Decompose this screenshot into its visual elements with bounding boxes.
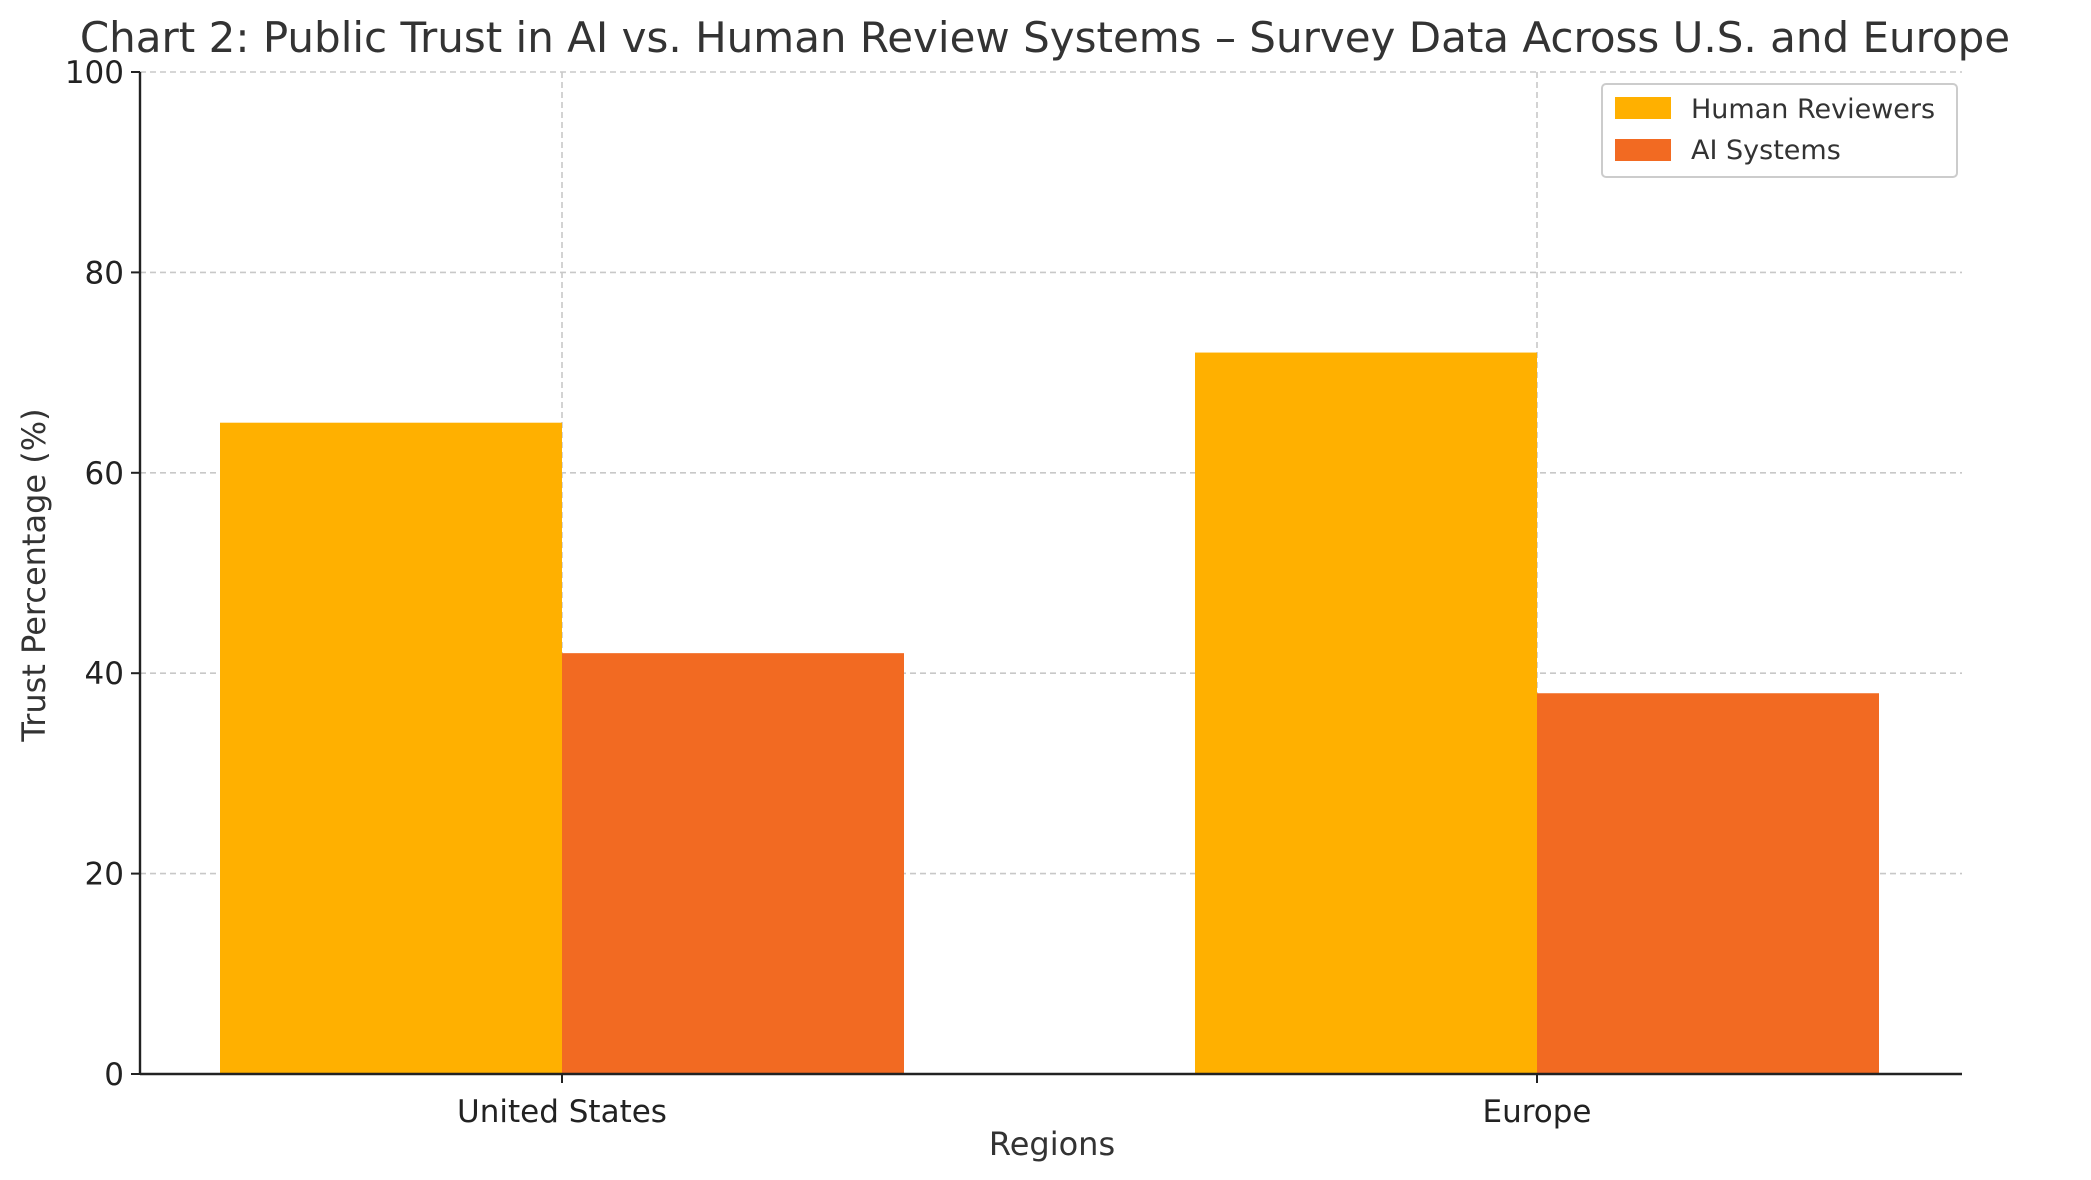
bar-human-reviewers-europe — [1195, 352, 1537, 1074]
legend-swatch-human-reviewers — [1615, 97, 1671, 119]
y-tick-label: 60 — [85, 456, 124, 492]
axes — [131, 71, 1962, 1083]
y-tick-label: 80 — [85, 255, 124, 291]
legend-label-ai-systems: AI Systems — [1691, 135, 1841, 166]
y-tick-label: 20 — [85, 857, 124, 893]
legend-box — [1601, 83, 1958, 178]
y-tick-label: 100 — [65, 55, 124, 91]
chart-title: Chart 2: Public Trust in AI vs. Human Re… — [80, 13, 2010, 62]
legend-label-human-reviewers: Human Reviewers — [1691, 94, 1935, 125]
bar-ai-systems-europe — [1537, 693, 1879, 1074]
x-axis-label: Regions — [989, 1125, 1115, 1163]
y-tick-label: 40 — [85, 656, 124, 692]
bar-human-reviewers-united-states — [220, 422, 562, 1074]
tick-labels: 0 20 40 60 80 100 United States Europe — [65, 55, 1592, 1130]
bars — [220, 352, 1879, 1074]
legend-swatch-ai-systems — [1615, 139, 1671, 161]
bar-ai-systems-united-states — [562, 653, 904, 1074]
y-axis-label: Trust Percentage (%) — [15, 408, 53, 742]
x-tick-label: Europe — [1482, 1094, 1591, 1130]
x-tick-label: United States — [457, 1094, 667, 1130]
y-tick-label: 0 — [104, 1057, 124, 1093]
legend: Human Reviewers AI Systems — [1601, 83, 1958, 178]
